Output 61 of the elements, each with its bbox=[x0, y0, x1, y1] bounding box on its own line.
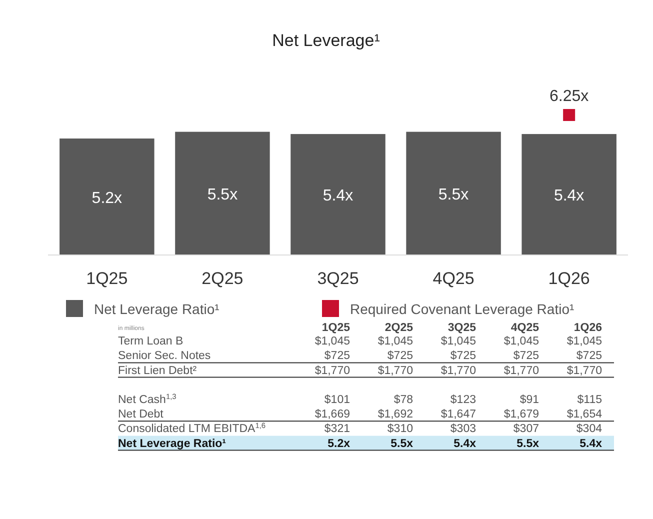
data-label: 6.25x bbox=[550, 88, 589, 105]
text: 5.5x bbox=[390, 438, 413, 450]
category-label: Net Debt bbox=[118, 408, 164, 421]
category-label: 3Q25 bbox=[448, 322, 477, 334]
category-label: Net Cash$^{1,3}$ bbox=[118, 392, 176, 406]
x-tick-label: 1Q26 bbox=[548, 269, 590, 288]
text: $1,045 bbox=[566, 336, 602, 348]
text: $1,770 bbox=[314, 364, 350, 377]
x-tick-label: 4Q25 bbox=[432, 269, 474, 288]
text: $1,770 bbox=[504, 364, 539, 377]
text: $303 bbox=[450, 423, 476, 436]
data-label: 5.5x bbox=[207, 186, 238, 204]
text: $310 bbox=[387, 423, 413, 436]
text: 5.4x bbox=[454, 438, 476, 450]
category-label: Net Leverage Ratio¹ bbox=[118, 438, 226, 450]
text: 5.5x bbox=[516, 438, 539, 450]
text: $1,045 bbox=[504, 336, 539, 348]
category-label: 1Q25 bbox=[322, 322, 351, 334]
text: $1,647 bbox=[440, 408, 476, 421]
chart-title: Net Leverage¹ bbox=[272, 31, 380, 50]
text: 5.2x bbox=[328, 438, 350, 450]
text: $78 bbox=[394, 394, 413, 406]
text: $725 bbox=[324, 350, 350, 362]
data-label: 5.2x bbox=[92, 190, 122, 207]
category-label: Term Loan B bbox=[118, 336, 184, 348]
text: $725 bbox=[450, 350, 476, 362]
text: $115 bbox=[577, 394, 602, 406]
legend-label: Required Covenant Leverage Ratio¹ bbox=[350, 301, 574, 317]
text: $1,654 bbox=[566, 408, 602, 421]
text: $321 bbox=[324, 423, 350, 436]
category-label: Consolidated LTM EBITDA$^{1,6}$ bbox=[118, 420, 266, 436]
text: $725 bbox=[387, 350, 413, 362]
data-label: 5.4x bbox=[322, 188, 354, 205]
category-label: 1Q26 bbox=[574, 322, 602, 334]
text: $101 bbox=[324, 394, 350, 406]
text: $91 bbox=[520, 394, 539, 406]
text: $304 bbox=[576, 423, 602, 436]
text: $1,045 bbox=[314, 336, 350, 348]
data-label: 5.5x bbox=[438, 186, 469, 204]
category-label: 4Q25 bbox=[510, 322, 540, 334]
text: $1,669 bbox=[314, 408, 350, 421]
text: $307 bbox=[513, 423, 539, 436]
x-tick-label: 2Q25 bbox=[202, 269, 244, 288]
text: $1,770 bbox=[566, 364, 602, 377]
legend-label: Net Leverage Ratio¹ bbox=[94, 301, 220, 317]
text: $1,692 bbox=[378, 408, 413, 421]
data-label: 5.4x bbox=[554, 188, 584, 205]
category-label: First Lien Debt² bbox=[118, 364, 197, 377]
text: $123 bbox=[450, 394, 476, 406]
category-label: 2Q25 bbox=[384, 322, 414, 334]
category-label: Senior Sec. Notes bbox=[118, 350, 211, 362]
text: 5.4x bbox=[580, 438, 602, 450]
x-tick-label: 1Q25 bbox=[86, 269, 128, 288]
text: $1,045 bbox=[440, 336, 476, 348]
text: $725 bbox=[576, 350, 602, 362]
text: $1,045 bbox=[378, 336, 413, 348]
text: $1,770 bbox=[378, 364, 413, 377]
text: $1,679 bbox=[504, 408, 539, 421]
text: $1,770 bbox=[440, 364, 476, 377]
x-tick-label: 3Q25 bbox=[317, 269, 359, 288]
text: $725 bbox=[513, 350, 539, 362]
